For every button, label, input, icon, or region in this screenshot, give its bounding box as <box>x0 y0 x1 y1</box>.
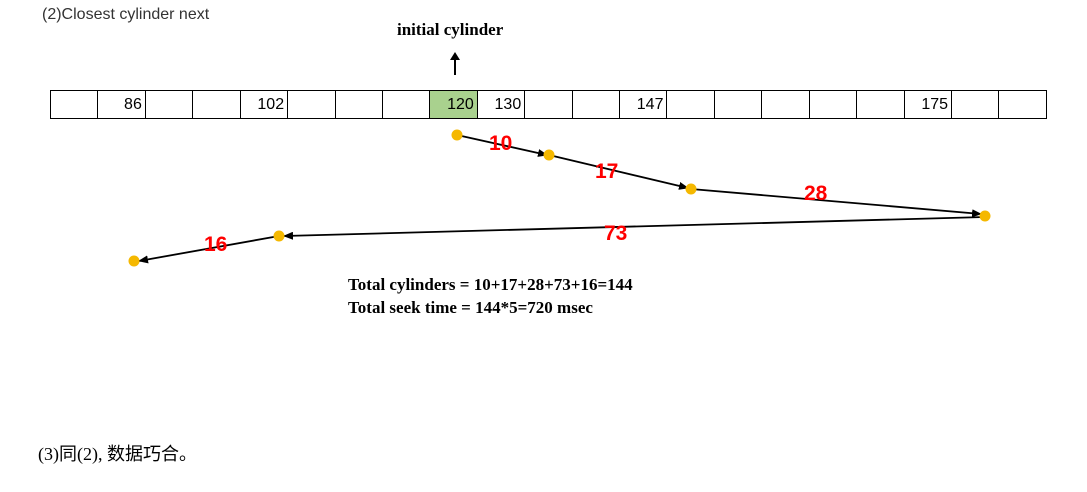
initial-cylinder-label: initial cylinder <box>397 20 504 39</box>
cylinder-cell <box>383 91 431 118</box>
seek-arrow-4 <box>283 216 986 240</box>
cylinder-cell <box>667 91 715 118</box>
seek-point <box>128 255 140 267</box>
seek-arrow-5 <box>138 235 280 264</box>
cylinder-cell <box>573 91 621 118</box>
seek-point <box>979 210 991 222</box>
total-cylinders-line: Total cylinders = 10+17+28+73+16=144 <box>348 275 633 294</box>
note-text: (3)同(2), 数据巧合。 <box>38 444 197 464</box>
seek-arrow-1 <box>456 134 548 157</box>
cylinder-cell <box>146 91 194 118</box>
seek-point <box>543 149 555 161</box>
move-distance-label: 73 <box>604 222 627 245</box>
cylinder-cell: 102 <box>241 91 289 118</box>
cylinder-cell <box>857 91 905 118</box>
cylinder-cell <box>288 91 336 118</box>
cylinder-cell <box>715 91 763 118</box>
cylinder-bar: 86 102 120 130 147 175 <box>50 90 1047 119</box>
move-distance-label: 16 <box>204 233 227 256</box>
seek-point <box>451 129 463 141</box>
seek-point <box>685 183 697 195</box>
cylinder-cell <box>810 91 858 118</box>
seek-arrow-3 <box>690 188 982 218</box>
section-title: (2)Closest cylinder next <box>42 6 210 23</box>
cylinder-cell <box>193 91 241 118</box>
totals-block: Total cylinders = 10+17+28+73+16=144 Tot… <box>348 273 633 319</box>
cylinder-cell: 130 <box>478 91 526 118</box>
move-distance-label: 28 <box>804 182 828 205</box>
cylinder-cell: 147 <box>620 91 668 118</box>
move-distance-label: 17 <box>595 160 618 183</box>
cylinder-cell <box>762 91 810 118</box>
cylinder-cell <box>952 91 1000 118</box>
up-arrow-icon <box>450 52 460 75</box>
cylinder-cell-initial: 120 <box>430 91 478 118</box>
seek-arrow-2 <box>548 154 689 190</box>
cylinder-cell: 86 <box>98 91 146 118</box>
cylinder-cell: 175 <box>905 91 953 118</box>
cylinder-cell <box>525 91 573 118</box>
move-distance-label: 10 <box>489 132 512 155</box>
cylinder-cell <box>336 91 383 118</box>
seek-point <box>273 230 285 242</box>
cylinder-cell <box>51 91 99 118</box>
total-seek-time-line: Total seek time = 144*5=720 msec <box>348 298 593 317</box>
